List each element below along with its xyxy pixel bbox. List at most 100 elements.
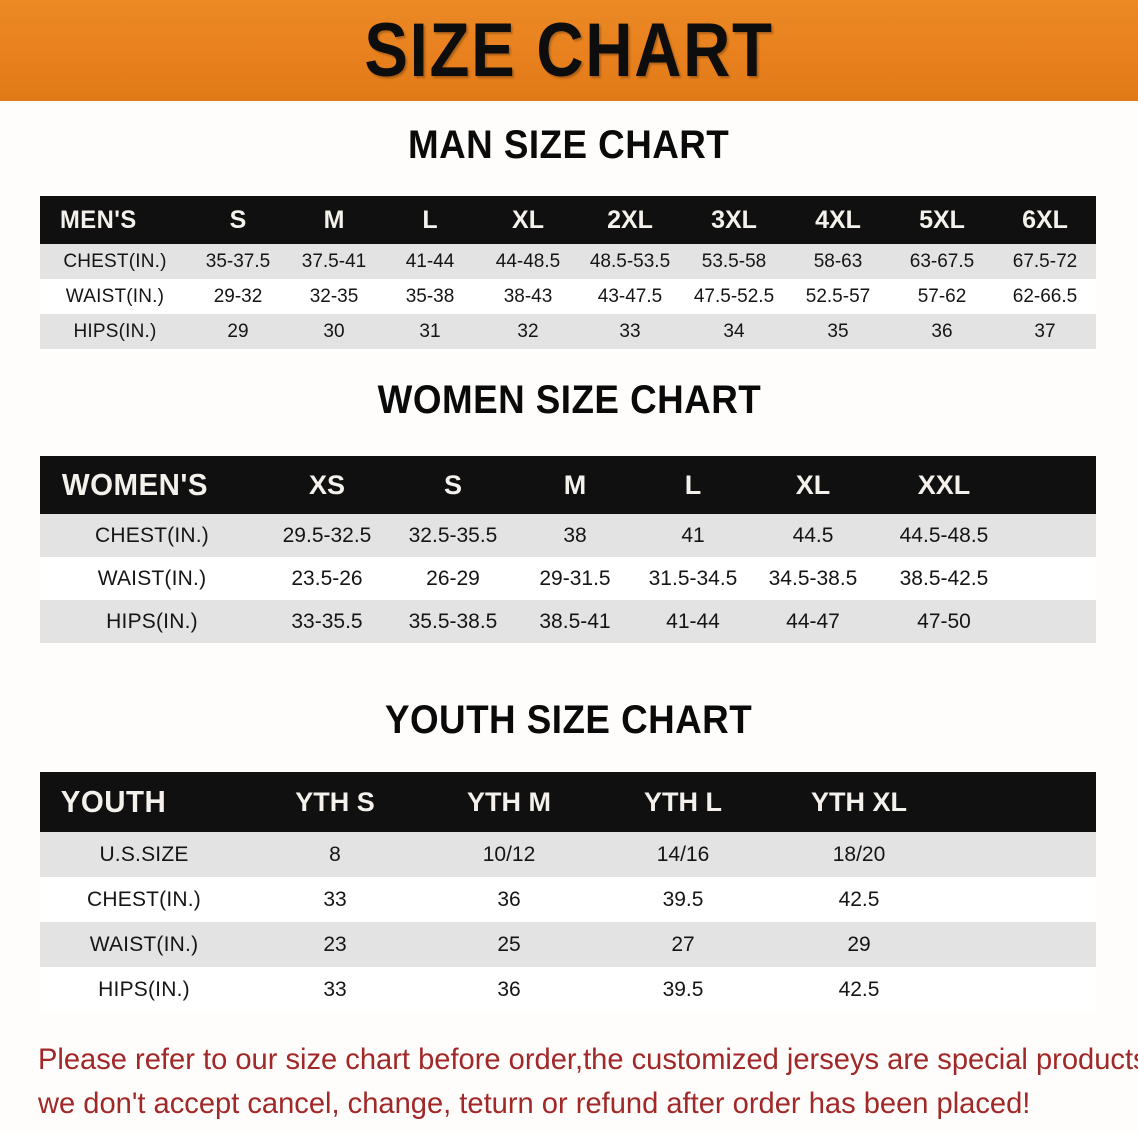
women-cell: 41	[681, 523, 705, 547]
youth-cell: 36	[497, 977, 521, 1001]
men-section-title-text: MAN SIZE CHART	[408, 123, 730, 167]
youth-table-header-row: YOUTH YTH S YTH M YTH L YTH XL	[40, 772, 1096, 832]
men-row-label: CHEST(IN.)	[63, 250, 167, 272]
women-cell: 26-29	[426, 566, 480, 590]
men-cell: 36	[931, 320, 953, 342]
women-col-header: M	[563, 469, 587, 500]
men-cell: 63-67.5	[909, 250, 975, 272]
men-col-header: 6XL	[1022, 205, 1068, 234]
men-cell: 29	[227, 320, 249, 342]
women-cell: 32.5-35.5	[408, 523, 498, 547]
table-row: WAIST(IN.) 29-32 32-35 35-38 38-43 43-47…	[40, 279, 1096, 314]
men-cell: 52.5-57	[805, 285, 871, 307]
women-col-header: XS	[308, 469, 346, 500]
youth-col-header: YTH XL	[810, 786, 907, 817]
youth-row-label: WAIST(IN.)	[89, 932, 199, 956]
table-row: HIPS(IN.) 29 30 31 32 33 34 35 36 37	[40, 314, 1096, 349]
men-row-label: HIPS(IN.)	[73, 320, 157, 342]
page-title: SIZE CHART	[364, 7, 774, 93]
women-cell-spacer	[1014, 514, 1096, 557]
women-section-title: WOMEN SIZE CHART	[0, 380, 1138, 420]
men-cell: 35-38	[405, 285, 455, 307]
men-cell: 38-43	[503, 285, 553, 307]
men-col-header: L	[422, 205, 438, 234]
youth-cell: 18/20	[832, 842, 886, 866]
youth-col-header: YTH L	[644, 786, 722, 817]
youth-cell: 23	[323, 932, 347, 956]
page-banner: SIZE CHART	[0, 0, 1138, 101]
men-size-table: MEN'S S M L XL 2XL 3XL 4XL 5XL 6XL CHEST…	[40, 196, 1096, 349]
women-row-label: HIPS(IN.)	[106, 609, 198, 633]
women-cell: 41-44	[666, 609, 720, 633]
men-table-header-row: MEN'S S M L XL 2XL 3XL 4XL 5XL 6XL	[40, 196, 1096, 244]
disclaimer-line-2: we don't accept cancel, change, teturn o…	[38, 1087, 1031, 1120]
disclaimer-line-1: Please refer to our size chart before or…	[38, 1043, 1138, 1076]
women-cell: 47-50	[917, 609, 971, 633]
youth-section-title: YOUTH SIZE CHART	[0, 700, 1138, 740]
youth-row-label: CHEST(IN.)	[87, 887, 201, 911]
men-cell: 48.5-53.5	[589, 250, 671, 272]
men-col-header: 3XL	[711, 205, 757, 234]
youth-cell: 42.5	[838, 887, 880, 911]
table-row: HIPS(IN.) 33-35.5 35.5-38.5 38.5-41 41-4…	[40, 600, 1096, 643]
women-cell: 35.5-38.5	[408, 609, 498, 633]
youth-cell: 10/12	[482, 842, 536, 866]
men-row-label: WAIST(IN.)	[65, 285, 165, 307]
women-cell: 31.5-34.5	[648, 566, 738, 590]
men-cell: 34	[723, 320, 745, 342]
table-row: HIPS(IN.) 33 36 39.5 42.5	[40, 967, 1096, 1012]
women-cell: 33-35.5	[291, 609, 363, 633]
men-cell: 35	[827, 320, 849, 342]
women-section-title-text: WOMEN SIZE CHART	[377, 378, 761, 422]
youth-cell: 25	[497, 932, 521, 956]
youth-row-label: U.S.SIZE	[99, 842, 189, 866]
youth-cell: 36	[497, 887, 521, 911]
women-cell: 29-31.5	[539, 566, 611, 590]
youth-cell-spacer	[948, 922, 1096, 967]
women-table-header-row: WOMEN'S XS S M L XL XXL	[40, 456, 1096, 514]
youth-cell: 27	[671, 932, 695, 956]
youth-cell: 14/16	[656, 842, 710, 866]
youth-cell: 33	[323, 977, 347, 1001]
men-table-corner-label: MEN'S	[60, 205, 137, 234]
women-col-header: L	[684, 469, 702, 500]
youth-table-corner-label: YOUTH	[60, 784, 167, 819]
women-table-corner-label: WOMEN'S	[61, 467, 208, 502]
youth-row-label: HIPS(IN.)	[98, 977, 190, 1001]
men-col-header: M	[323, 205, 345, 234]
men-col-header: 5XL	[919, 205, 965, 234]
women-cell: 44.5-48.5	[899, 523, 989, 547]
disclaimer-text: Please refer to our size chart before or…	[38, 1038, 1138, 1126]
men-cell: 43-47.5	[597, 285, 663, 307]
youth-header-spacer	[948, 772, 1096, 832]
women-cell: 44.5	[792, 523, 834, 547]
women-cell: 34.5-38.5	[768, 566, 858, 590]
men-cell: 35-37.5	[205, 250, 271, 272]
table-row: CHEST(IN.) 35-37.5 37.5-41 41-44 44-48.5…	[40, 244, 1096, 279]
women-header-spacer	[1014, 456, 1096, 514]
women-col-header: S	[443, 469, 462, 500]
women-row-label: WAIST(IN.)	[97, 566, 207, 590]
youth-cell: 33	[323, 887, 347, 911]
men-cell: 57-62	[917, 285, 967, 307]
youth-section-title-text: YOUTH SIZE CHART	[385, 698, 753, 742]
youth-cell-spacer	[948, 967, 1096, 1012]
youth-cell: 8	[329, 842, 341, 866]
men-col-header: S	[229, 205, 247, 234]
women-size-table: WOMEN'S XS S M L XL XXL CHEST(IN.) 29.5-…	[40, 456, 1096, 643]
men-cell: 32	[517, 320, 539, 342]
men-cell: 58-63	[813, 250, 863, 272]
youth-cell-spacer	[948, 877, 1096, 922]
women-cell: 29.5-32.5	[282, 523, 372, 547]
women-cell: 44-47	[786, 609, 840, 633]
women-cell-spacer	[1014, 600, 1096, 643]
youth-cell: 39.5	[662, 887, 704, 911]
men-cell: 30	[323, 320, 345, 342]
youth-col-header: YTH S	[295, 786, 375, 817]
youth-cell: 42.5	[838, 977, 880, 1001]
men-cell: 41-44	[405, 250, 455, 272]
youth-cell: 29	[847, 932, 871, 956]
table-row: U.S.SIZE 8 10/12 14/16 18/20	[40, 832, 1096, 877]
women-col-header: XL	[795, 469, 831, 500]
